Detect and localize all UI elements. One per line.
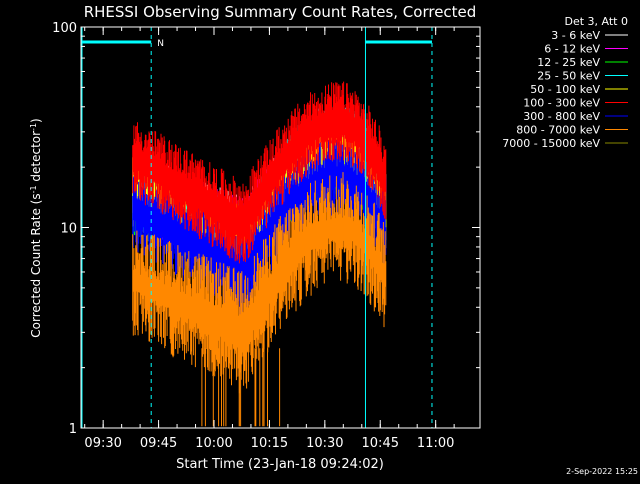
data-layer bbox=[132, 81, 387, 427]
date-stamp: 2-Sep-2022 15:25 bbox=[566, 467, 638, 476]
series-800to7000kev bbox=[132, 172, 387, 394]
legend-header: Det 3, Att 0 bbox=[565, 15, 629, 28]
series-800-7000-dropouts bbox=[201, 348, 281, 427]
x-tick-label: 10:45 bbox=[362, 436, 399, 451]
series-100to300kev bbox=[132, 81, 387, 264]
legend-label: 300 - 800 keV bbox=[523, 110, 600, 123]
x-tick-label: 10:00 bbox=[195, 436, 232, 451]
x-tick-label: 09:30 bbox=[84, 436, 121, 451]
x-tick-label: 09:45 bbox=[140, 436, 177, 451]
x-axis-label: Start Time (23-Jan-18 09:24:02) bbox=[176, 457, 384, 472]
chart-title: RHESSI Observing Summary Count Rates, Co… bbox=[84, 3, 477, 21]
legend-label: 7000 - 15000 keV bbox=[502, 137, 600, 150]
legend-label: 100 - 300 keV bbox=[523, 97, 600, 110]
legend-label: 3 - 6 keV bbox=[551, 29, 600, 42]
x-tick-label: 10:30 bbox=[306, 436, 343, 451]
legend-label: 50 - 100 keV bbox=[530, 83, 600, 96]
y-axis-label: Corrected Count Rate (s-1 detector-1) bbox=[29, 118, 44, 337]
legend-label: 25 - 50 keV bbox=[537, 70, 600, 83]
legend-label: 800 - 7000 keV bbox=[516, 124, 600, 137]
legend-label: 12 - 25 keV bbox=[537, 56, 600, 69]
y-tick-label: 10 bbox=[60, 222, 77, 237]
y-tick-label: 100 bbox=[52, 21, 77, 36]
night-marker: N bbox=[157, 39, 164, 49]
axes-layer: 1 10 100 09:30 09:45 10:00 10:15 10:30 10:45 11:0… bbox=[52, 21, 481, 451]
x-tick-label: 11:00 bbox=[417, 436, 454, 451]
y-tick-label: 1 bbox=[69, 422, 77, 437]
legend-label: 6 - 12 keV bbox=[544, 43, 600, 56]
x-tick-label: 10:15 bbox=[251, 436, 288, 451]
